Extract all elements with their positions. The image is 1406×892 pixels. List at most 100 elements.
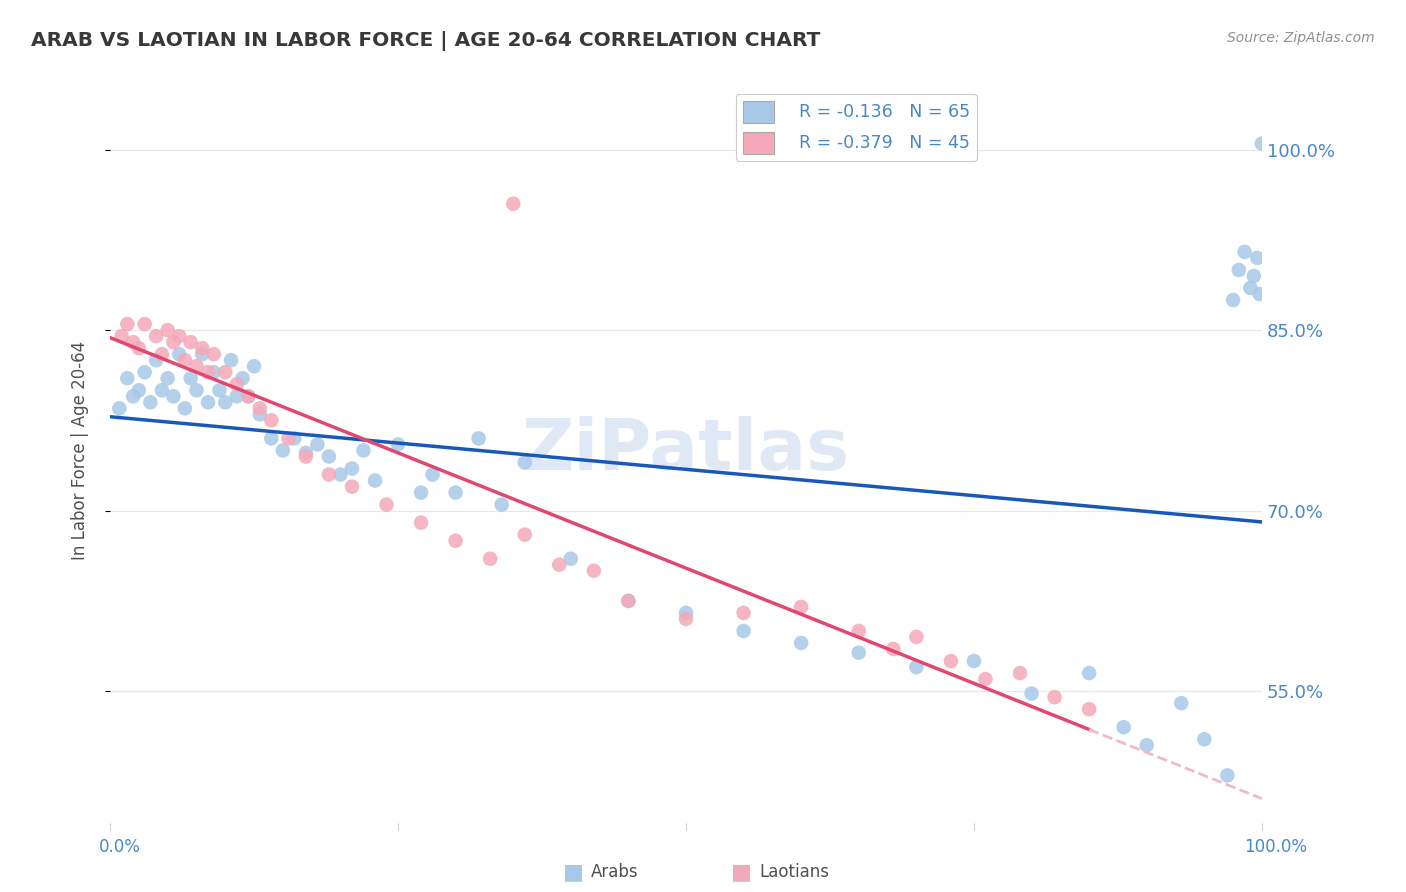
- Point: [167, 347, 190, 361]
- Point: [167, 329, 190, 343]
- Point: [491, 498, 513, 512]
- Point: [905, 630, 928, 644]
- Point: [422, 467, 444, 482]
- Point: [162, 389, 184, 403]
- Point: [202, 365, 225, 379]
- Point: [122, 335, 145, 350]
- Point: [139, 395, 162, 409]
- Point: [387, 437, 409, 451]
- Point: [340, 461, 363, 475]
- Point: [548, 558, 571, 572]
- Text: Arabs: Arabs: [591, 863, 638, 881]
- Point: [214, 395, 236, 409]
- Point: [134, 365, 156, 379]
- Point: [202, 347, 225, 361]
- Point: [1008, 666, 1031, 681]
- Point: [1170, 696, 1192, 710]
- Point: [848, 646, 870, 660]
- Point: [108, 401, 131, 416]
- Point: [1251, 136, 1274, 151]
- Point: [156, 323, 179, 337]
- Point: [283, 432, 305, 446]
- Point: [145, 329, 167, 343]
- Point: [617, 594, 640, 608]
- Point: [617, 594, 640, 608]
- Point: [307, 437, 329, 451]
- Point: [560, 551, 582, 566]
- Point: [231, 371, 253, 385]
- Point: [318, 467, 340, 482]
- Point: [353, 443, 375, 458]
- Point: [375, 498, 398, 512]
- Point: [260, 432, 283, 446]
- Point: [117, 371, 139, 385]
- Point: [905, 660, 928, 674]
- Point: [150, 347, 173, 361]
- Point: [174, 401, 197, 416]
- Point: [409, 485, 432, 500]
- Point: [1243, 268, 1265, 283]
- Point: [225, 389, 247, 403]
- Point: [513, 527, 536, 541]
- Point: [318, 450, 340, 464]
- Point: [974, 672, 997, 686]
- Text: ARAB VS LAOTIAN IN LABOR FORCE | AGE 20-64 CORRELATION CHART: ARAB VS LAOTIAN IN LABOR FORCE | AGE 20-…: [31, 31, 820, 51]
- Point: [1216, 768, 1239, 782]
- Point: [1239, 281, 1261, 295]
- Point: [963, 654, 986, 668]
- Point: [191, 347, 214, 361]
- Point: [409, 516, 432, 530]
- Point: [128, 341, 150, 355]
- Text: Laotians: Laotians: [759, 863, 830, 881]
- Point: [675, 612, 697, 626]
- Point: [1249, 287, 1271, 301]
- Point: [502, 196, 524, 211]
- Point: [191, 341, 214, 355]
- Point: [790, 636, 813, 650]
- Legend:   R = -0.136   N = 65,   R = -0.379   N = 45: R = -0.136 N = 65, R = -0.379 N = 45: [735, 94, 977, 161]
- Point: [444, 485, 467, 500]
- Point: [197, 395, 219, 409]
- Point: [479, 551, 502, 566]
- Point: [117, 317, 139, 331]
- Point: [1021, 686, 1043, 700]
- Point: [329, 467, 352, 482]
- Text: Source: ZipAtlas.com: Source: ZipAtlas.com: [1227, 31, 1375, 45]
- Point: [214, 365, 236, 379]
- Point: [180, 335, 202, 350]
- Point: [134, 317, 156, 331]
- Point: [1222, 293, 1244, 307]
- Text: 100.0%: 100.0%: [1244, 838, 1308, 856]
- Point: [1194, 732, 1216, 747]
- Point: [208, 384, 231, 398]
- Point: [733, 606, 755, 620]
- Text: ■: ■: [731, 863, 752, 882]
- Point: [848, 624, 870, 638]
- Point: [197, 365, 219, 379]
- Point: [340, 479, 363, 493]
- Point: [162, 335, 184, 350]
- Point: [733, 624, 755, 638]
- Point: [110, 329, 132, 343]
- Point: [260, 413, 283, 427]
- Point: [513, 455, 536, 469]
- Point: [225, 377, 247, 392]
- Point: [1078, 702, 1101, 716]
- Point: [156, 371, 179, 385]
- Text: ZiPatlas: ZiPatlas: [522, 416, 851, 485]
- Point: [1136, 739, 1159, 753]
- Point: [219, 353, 242, 368]
- Point: [277, 432, 299, 446]
- Y-axis label: In Labor Force | Age 20-64: In Labor Force | Age 20-64: [72, 341, 89, 560]
- Point: [675, 606, 697, 620]
- Point: [249, 401, 271, 416]
- Point: [243, 359, 266, 374]
- Point: [882, 642, 904, 657]
- Point: [364, 474, 387, 488]
- Point: [467, 432, 489, 446]
- Text: ■: ■: [562, 863, 583, 882]
- Point: [939, 654, 962, 668]
- Point: [790, 599, 813, 614]
- Point: [180, 371, 202, 385]
- Point: [1043, 690, 1066, 705]
